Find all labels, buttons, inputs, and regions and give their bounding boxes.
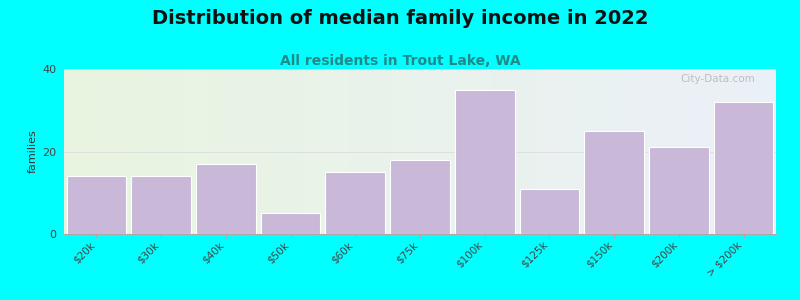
Bar	[455, 90, 514, 234]
Text: Distribution of median family income in 2022: Distribution of median family income in …	[152, 9, 648, 28]
Bar	[649, 147, 709, 234]
Bar	[390, 160, 450, 234]
Bar	[585, 131, 644, 234]
Bar	[196, 164, 255, 234]
Bar	[326, 172, 385, 234]
Text: All residents in Trout Lake, WA: All residents in Trout Lake, WA	[280, 54, 520, 68]
Y-axis label: families: families	[28, 130, 38, 173]
Bar	[520, 189, 579, 234]
Text: City-Data.com: City-Data.com	[680, 74, 754, 84]
Bar	[714, 102, 774, 234]
Bar	[131, 176, 191, 234]
Bar	[66, 176, 126, 234]
Bar	[261, 213, 320, 234]
